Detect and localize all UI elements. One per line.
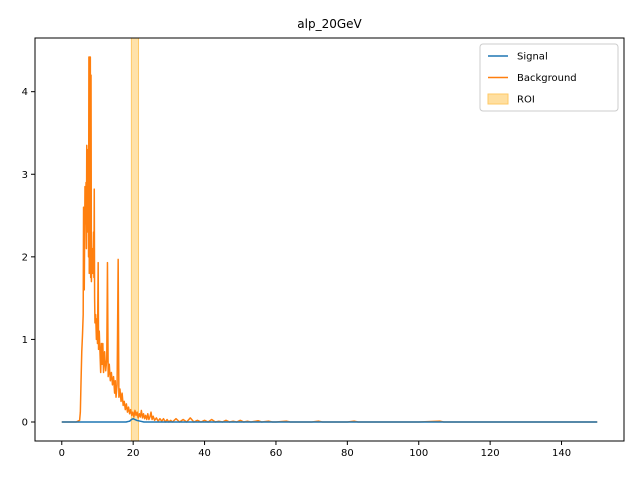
y-tick-label: 3 [22, 170, 28, 181]
y-tick-label: 4 [22, 87, 28, 98]
y-tick-label: 2 [22, 252, 28, 263]
series-line-signal [61, 417, 598, 423]
x-tick-label: 20 [127, 448, 140, 459]
legend-label-roi: ROI [517, 95, 535, 106]
chart-title: alp_20GeV [297, 17, 362, 31]
legend-label-background: Background [517, 73, 577, 84]
legend-box [479, 43, 619, 112]
series-line-background [61, 56, 598, 423]
legend-label-signal: Signal [517, 52, 548, 63]
plot-area-frame [34, 37, 625, 442]
roi-band [130, 38, 140, 441]
x-tick-label: 0 [59, 448, 65, 459]
legend-swatch-roi [487, 93, 509, 105]
legend: Signal Background ROI [479, 43, 619, 112]
x-tick-label: 100 [409, 448, 428, 459]
y-tick-label: 1 [22, 335, 28, 346]
y-tick-label: 0 [22, 418, 28, 429]
x-tick-label: 120 [481, 448, 500, 459]
x-tick-label: 40 [198, 448, 211, 459]
x-tick-label: 60 [270, 448, 283, 459]
x-tick-label: 140 [552, 448, 571, 459]
x-tick-label: 80 [341, 448, 354, 459]
